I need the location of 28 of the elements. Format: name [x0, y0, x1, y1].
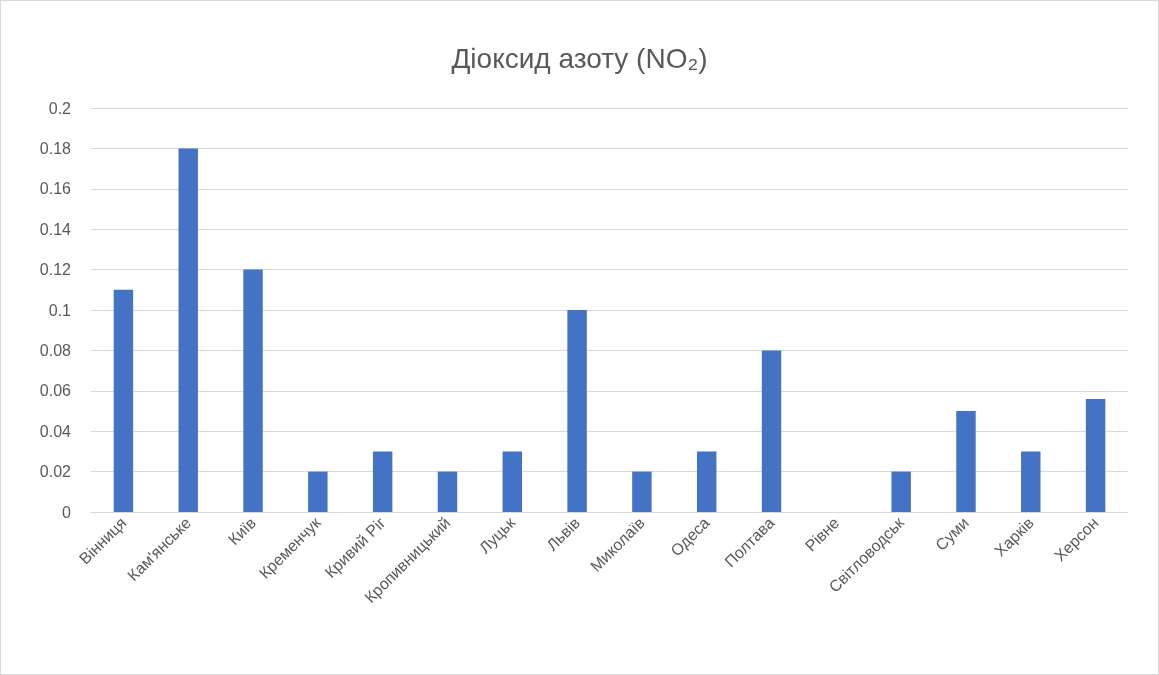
y-tick-label: 0.1	[48, 301, 72, 319]
bar	[567, 310, 587, 512]
y-tick-label: 0.2	[48, 99, 72, 117]
bar	[372, 451, 393, 512]
y-tick-label: 0.06	[39, 382, 72, 400]
y-tick-label: 0.08	[39, 341, 72, 359]
bar	[891, 471, 911, 512]
y-tick-label: 0.16	[39, 180, 72, 198]
y-tick-label: 0.04	[39, 422, 72, 440]
bar	[113, 289, 134, 512]
bar	[178, 148, 198, 512]
y-tick-label: 0.02	[39, 463, 72, 481]
bar	[956, 411, 976, 512]
bar	[243, 269, 263, 512]
chart-title: Діоксид азоту (NO₂)	[451, 42, 708, 74]
bar	[697, 451, 717, 512]
bar	[308, 471, 328, 512]
bar	[632, 471, 652, 512]
x-tick-label: Київ	[224, 513, 260, 549]
y-tick-label: 0.18	[39, 139, 72, 157]
y-tick-label: 0.12	[39, 261, 72, 279]
y-tick-label: 0	[62, 503, 72, 521]
bar	[502, 451, 522, 512]
bar	[761, 350, 782, 512]
y-tick-label: 0.14	[39, 220, 72, 238]
bar	[1021, 451, 1041, 512]
bar	[1085, 398, 1106, 512]
bar	[437, 471, 458, 512]
